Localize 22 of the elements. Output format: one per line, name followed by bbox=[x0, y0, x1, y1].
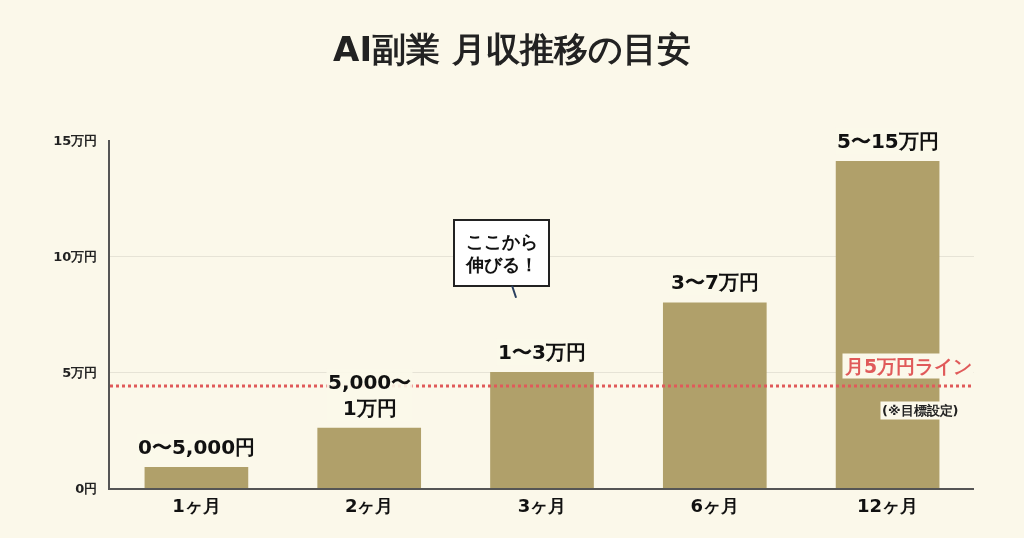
annotation: 5,000〜 1万円 bbox=[328, 370, 412, 420]
ref-line-label: 月5万円ライン bbox=[844, 355, 973, 377]
bar bbox=[490, 372, 594, 488]
y-tick-label: 15万円 bbox=[53, 132, 98, 148]
y-tick-label: 5万円 bbox=[62, 364, 98, 380]
bar bbox=[662, 302, 767, 488]
annotation: 0〜5,000円 bbox=[138, 435, 256, 459]
y-tick-label: 10万円 bbox=[53, 248, 98, 264]
x-tick-label: 6ヶ月 bbox=[690, 494, 740, 516]
annotation: ここから伸びる！ bbox=[465, 231, 538, 276]
x-tick-label: 2ヶ月 bbox=[344, 494, 394, 516]
bar bbox=[317, 427, 422, 488]
x-tick-label: 1ヶ月 bbox=[172, 494, 221, 516]
annotation: 5〜15万円 bbox=[837, 129, 939, 153]
annotation: (※目標設定) bbox=[882, 403, 959, 418]
x-tick-label: 3ヶ月 bbox=[517, 494, 567, 516]
bar bbox=[144, 467, 249, 488]
annotation: 3〜7万円 bbox=[671, 270, 759, 294]
y-tick-label: 0円 bbox=[75, 480, 98, 496]
x-tick-label: 12ヶ月 bbox=[857, 494, 919, 516]
annotation: 1〜3万円 bbox=[498, 340, 586, 364]
chart-title: AI副業 月収推移の目安 bbox=[333, 29, 691, 70]
